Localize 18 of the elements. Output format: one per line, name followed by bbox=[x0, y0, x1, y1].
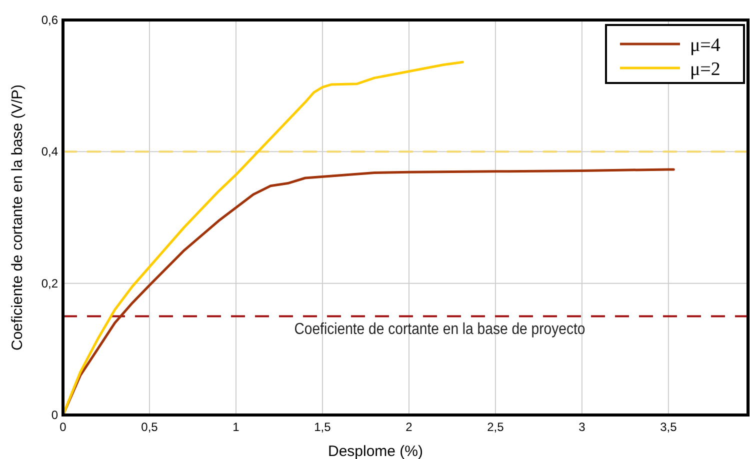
x-tick-label: 3,5 bbox=[660, 420, 678, 434]
x-tick-label: 3 bbox=[578, 420, 586, 434]
y-tick-label: 0,6 bbox=[41, 13, 58, 27]
x-tick-label: 0 bbox=[60, 420, 67, 434]
x-axis-title: Desplome (%) bbox=[328, 443, 424, 459]
y-tick-label: 0,2 bbox=[41, 276, 58, 290]
legend-label: μ=2 bbox=[690, 59, 720, 80]
x-tick-label: 2,5 bbox=[487, 420, 504, 434]
x-tick-label: 1,5 bbox=[314, 420, 332, 434]
legend-label: μ=4 bbox=[690, 35, 721, 56]
x-tick-label: 1 bbox=[232, 420, 240, 434]
x-tick-label: 0,5 bbox=[141, 420, 158, 434]
ref-line-label: Coeficiente de cortante en la base de proyecto bbox=[294, 320, 586, 338]
y-axis-title: Coeficiente de cortante en la base (V/P) bbox=[9, 84, 26, 350]
line-series bbox=[62, 60, 464, 416]
x-tick-label: 2 bbox=[406, 420, 413, 434]
y-tick-label: 0 bbox=[51, 408, 58, 422]
y-tick-label: 0,4 bbox=[41, 144, 58, 159]
